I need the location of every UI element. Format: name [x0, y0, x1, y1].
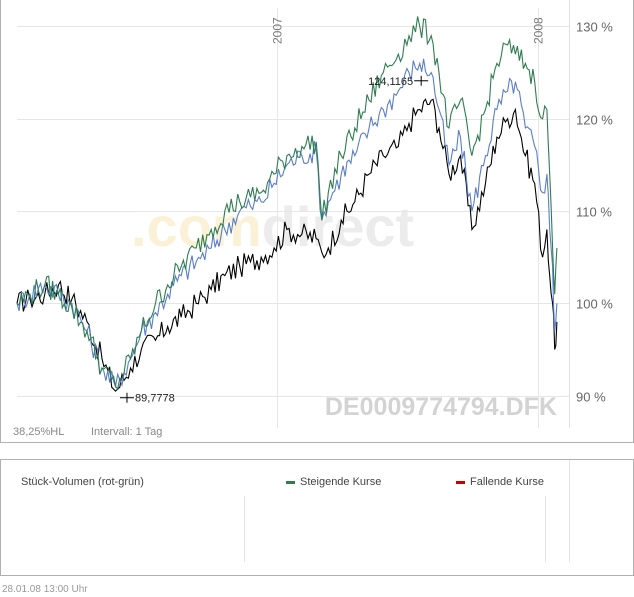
legend-rising: Steigende Kurse [286, 476, 381, 488]
volume-panel: Stück-Volumen (rot-grün) Steigende Kurse… [0, 459, 634, 576]
series-line-2 [16, 16, 558, 390]
price-chart-panel: .comdirect DE0009774794.DFK 89,7778 124,1… [0, 0, 634, 443]
x-tick-label: 2008 [532, 17, 546, 44]
volume-chart [244, 460, 570, 562]
max-label: 124,1165 [368, 76, 413, 88]
y-tick-label: 90 % [576, 390, 606, 405]
watermark-isin: DE0009774794.DFK [325, 393, 557, 421]
annotation-group: 89,7778 124,1165 [119, 75, 429, 405]
watermark-logo: .comdirect [131, 195, 414, 258]
legend-rising-label: Steigende Kurse [300, 476, 382, 488]
legend-falling-label: Fallende Kurse [470, 476, 544, 488]
interval-label: Intervall: 1 Tag [91, 426, 163, 438]
y-tick-label: 100 % [576, 297, 613, 312]
y-tick-label: 120 % [576, 113, 613, 128]
y-tick-label: 130 % [576, 20, 613, 35]
footer-timestamp: 28.01.08 13:00 Uhr [2, 584, 88, 595]
volume-title: Stück-Volumen (rot-grün) [21, 476, 144, 488]
legend-rising-swatch [286, 480, 295, 484]
legend-falling: Fallende Kurse [456, 476, 544, 488]
tick-labels: 90 % 100 % 110 % 120 % 130 % 2007 2008 [271, 17, 614, 405]
series-line-1 [16, 58, 558, 389]
price-chart: .comdirect DE0009774794.DFK 89,7778 124,1… [16, 0, 614, 428]
grid [17, 0, 570, 428]
y-tick-label: 110 % [576, 205, 612, 220]
x-tick-label: 2007 [271, 17, 285, 44]
range-label: 38,25%HL [13, 426, 65, 438]
series-group [16, 16, 558, 392]
min-label: 89,7778 [135, 393, 175, 405]
legend-falling-swatch [456, 480, 465, 484]
